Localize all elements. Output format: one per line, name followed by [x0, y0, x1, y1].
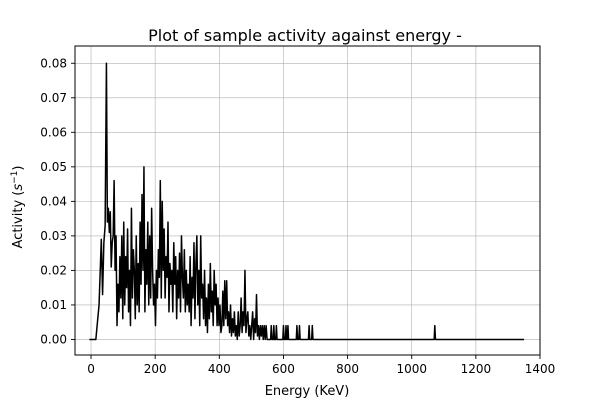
- x-tick-label: 1200: [461, 362, 492, 376]
- x-tick-label: 1400: [525, 362, 556, 376]
- y-axis-label-var: s: [11, 184, 26, 191]
- y-tick-label: 0.05: [40, 160, 67, 174]
- y-axis-label-main: Activity (: [11, 191, 26, 249]
- y-tick-label: 0.00: [40, 332, 67, 346]
- series-line-activity: [89, 62, 524, 341]
- y-axis-label-sup: −1: [10, 171, 20, 184]
- x-tick-label: 1000: [396, 362, 427, 376]
- y-tick-label: 0.06: [40, 125, 67, 139]
- x-axis-label: Energy (KeV): [265, 384, 350, 399]
- plot-frame: [74, 45, 541, 356]
- y-axis-label: Activity (s−1): [10, 166, 26, 249]
- y-tick-label: 0.08: [40, 56, 67, 70]
- y-axis-label-end: ): [11, 166, 26, 171]
- x-axis-ticks: 0 200 400 600 800 1000 1200 1400: [87, 355, 555, 376]
- chart-title: Plot of sample activity against energy -: [148, 26, 462, 45]
- x-tick-label: 600: [272, 362, 295, 376]
- plot-series: [89, 62, 524, 341]
- x-tick-label: 200: [144, 362, 167, 376]
- x-tick-label: 0: [87, 362, 95, 376]
- y-tick-label: 0.03: [40, 229, 67, 243]
- y-tick-label: 0.07: [40, 91, 67, 105]
- x-tick-label: 800: [336, 362, 359, 376]
- y-axis-ticks: 0.00 0.01 0.02 0.03 0.04 0.05 0.06 0.07 0.08: [40, 56, 75, 346]
- y-tick-label: 0.01: [40, 298, 67, 312]
- y-tick-label: 0.04: [40, 194, 67, 208]
- x-tick-label: 400: [208, 362, 231, 376]
- y-tick-label: 0.02: [40, 263, 67, 277]
